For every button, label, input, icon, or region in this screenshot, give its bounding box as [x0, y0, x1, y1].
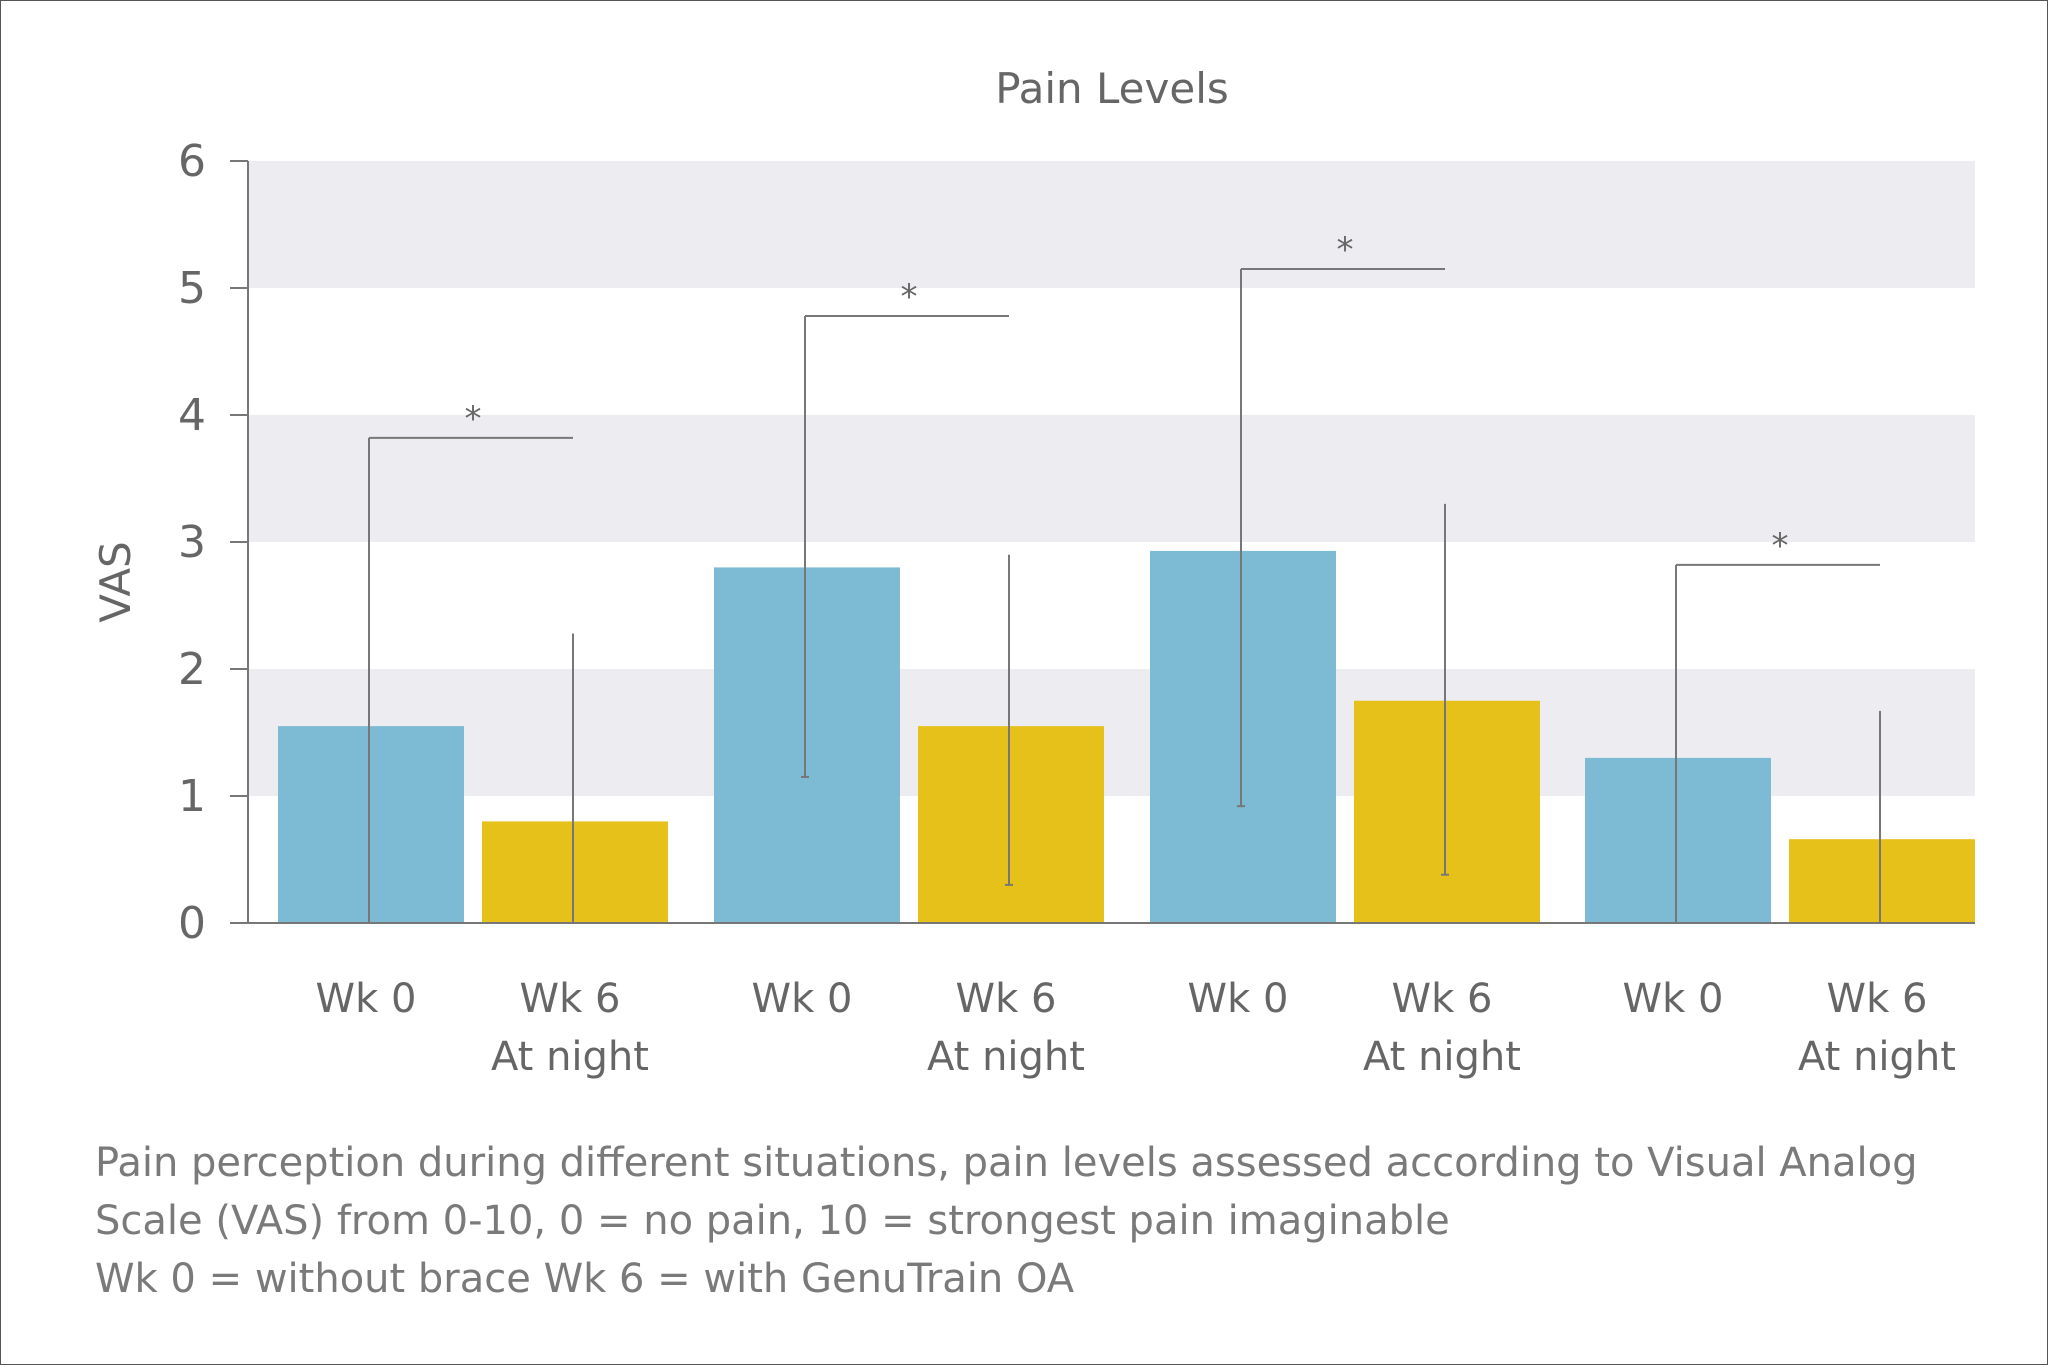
bar [1789, 839, 1975, 923]
caption-line-1: Pain perception during different situati… [95, 1140, 1918, 1186]
x-tick-label: At night [927, 1034, 1085, 1080]
x-tick-label: Wk 0 [1188, 976, 1289, 1022]
chart-title: Pain Levels [995, 64, 1229, 113]
x-tick-label: Wk 6 [1392, 976, 1493, 1022]
y-tick-label: 5 [178, 263, 206, 314]
x-tick-label: Wk 0 [316, 976, 417, 1022]
y-tick-label: 6 [178, 136, 206, 187]
significance-marker: * [465, 399, 482, 439]
significance-marker: * [1772, 526, 1789, 566]
significance-marker: * [901, 277, 918, 317]
x-tick-label: Wk 6 [520, 976, 621, 1022]
bar [918, 726, 1104, 923]
x-tick-label: Wk 6 [1827, 976, 1928, 1022]
y-tick-label: 1 [178, 771, 206, 822]
y-axis-label: VAS [91, 541, 140, 622]
y-tick-label: 4 [178, 390, 206, 441]
x-tick-label: Wk 0 [1623, 976, 1724, 1022]
y-tick-label: 3 [178, 517, 206, 568]
x-tick-label: Wk 6 [956, 976, 1057, 1022]
caption-line-2: Scale (VAS) from 0-10, 0 = no pain, 10 =… [95, 1198, 1450, 1244]
bar [1354, 700, 1540, 923]
bar [482, 821, 668, 923]
x-tick-label: At night [491, 1034, 649, 1080]
x-tick-label: At night [1363, 1034, 1521, 1080]
bar [1150, 550, 1336, 923]
bar [714, 567, 900, 923]
caption-line-3: Wk 0 = without brace Wk 6 = with GenuTra… [95, 1256, 1075, 1302]
y-tick-label: 0 [178, 898, 206, 949]
x-tick-label: At night [1798, 1034, 1956, 1080]
grid-band [248, 161, 1975, 288]
y-tick-label: 2 [178, 644, 206, 695]
bar [1585, 757, 1771, 923]
x-tick-label: Wk 0 [752, 976, 853, 1022]
figure-caption: Pain perception during different situati… [95, 1134, 2015, 1308]
grid-band [248, 415, 1975, 542]
significance-marker: * [1337, 230, 1354, 270]
bar [278, 726, 464, 923]
